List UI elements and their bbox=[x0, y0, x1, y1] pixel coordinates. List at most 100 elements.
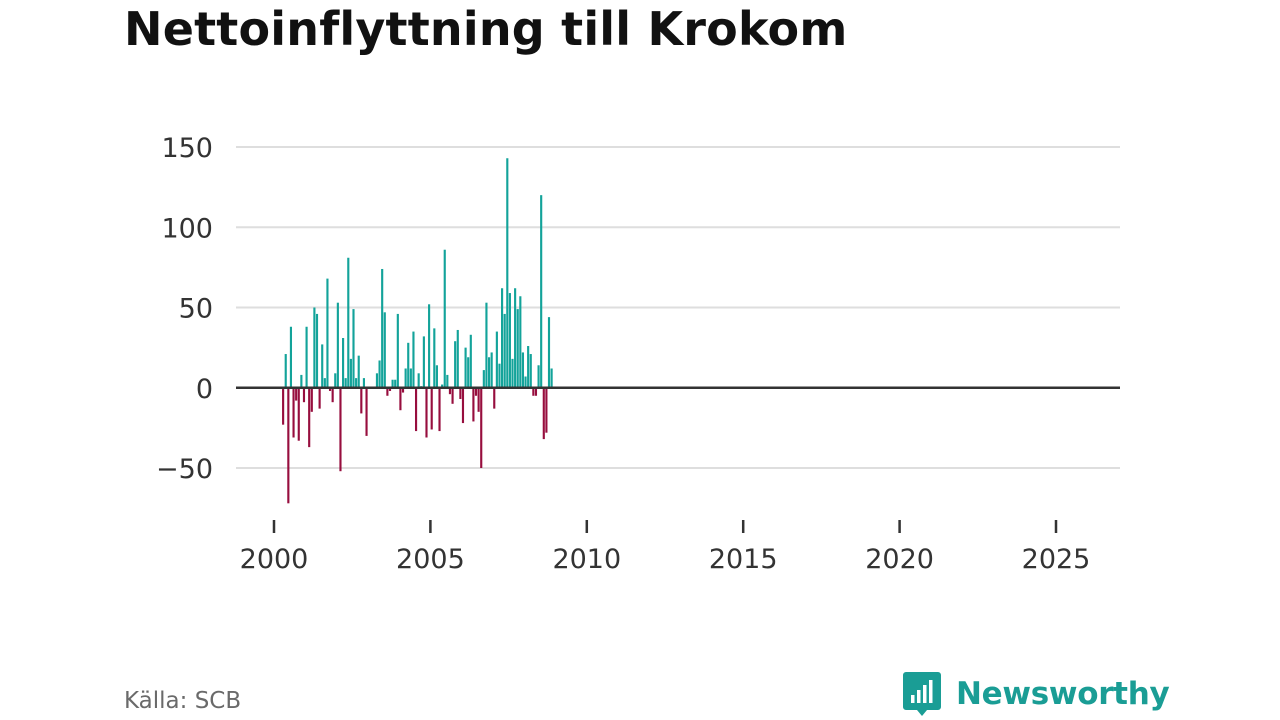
bar bbox=[375, 373, 379, 388]
bar bbox=[352, 309, 355, 388]
bar bbox=[318, 387, 321, 409]
x-tick-label: 2015 bbox=[709, 544, 778, 575]
bar bbox=[456, 329, 459, 388]
bar bbox=[490, 352, 493, 388]
bar bbox=[407, 342, 410, 388]
bar bbox=[323, 378, 326, 388]
bar bbox=[422, 336, 425, 388]
bar bbox=[477, 387, 480, 412]
bar bbox=[300, 374, 303, 388]
bar bbox=[501, 288, 504, 388]
bar bbox=[315, 313, 319, 388]
bar bbox=[388, 387, 392, 391]
bar bbox=[503, 313, 506, 388]
bar bbox=[357, 355, 360, 388]
bar bbox=[344, 378, 347, 388]
bar bbox=[534, 387, 538, 396]
bar bbox=[313, 307, 316, 388]
bar bbox=[326, 278, 329, 388]
y-tick-label: −50 bbox=[156, 454, 213, 485]
bar bbox=[461, 387, 465, 424]
bar bbox=[409, 368, 412, 388]
bar bbox=[321, 344, 324, 388]
bar bbox=[516, 309, 519, 388]
bar bbox=[425, 387, 428, 438]
bar bbox=[287, 387, 290, 504]
y-tick-label: 50 bbox=[179, 294, 213, 325]
y-tick-label: 100 bbox=[161, 213, 213, 244]
newsworthy-logo-icon bbox=[903, 672, 941, 716]
bar bbox=[404, 368, 407, 388]
bar bbox=[417, 373, 420, 388]
bar bbox=[459, 387, 462, 399]
bar bbox=[383, 312, 386, 388]
bar bbox=[295, 387, 298, 401]
bar bbox=[472, 387, 475, 422]
bar bbox=[355, 378, 358, 388]
bar bbox=[386, 387, 389, 396]
bar bbox=[336, 302, 339, 388]
bar bbox=[514, 288, 517, 388]
bar bbox=[378, 360, 381, 388]
bar bbox=[487, 357, 491, 388]
x-tick-label: 2025 bbox=[1022, 544, 1091, 575]
bar bbox=[430, 387, 433, 430]
source-note: Källa: SCB bbox=[124, 688, 242, 714]
bar bbox=[331, 387, 334, 403]
bar bbox=[365, 387, 368, 436]
bar bbox=[339, 387, 342, 472]
bar bbox=[480, 387, 483, 468]
bar bbox=[308, 387, 311, 448]
bar bbox=[529, 354, 532, 388]
bar bbox=[545, 387, 548, 433]
bar bbox=[493, 387, 496, 409]
bar bbox=[542, 387, 545, 440]
bar bbox=[495, 331, 498, 388]
bar bbox=[292, 387, 295, 438]
bar bbox=[443, 249, 446, 388]
x-tick-label: 2005 bbox=[396, 544, 465, 575]
bar bbox=[414, 387, 418, 432]
bar bbox=[498, 363, 501, 388]
bar bbox=[399, 387, 402, 411]
bar bbox=[396, 313, 399, 388]
bar bbox=[310, 387, 313, 412]
bar bbox=[381, 268, 384, 388]
bar bbox=[401, 387, 405, 393]
gridlines bbox=[236, 146, 1120, 469]
bar bbox=[521, 352, 525, 388]
bar bbox=[435, 365, 438, 388]
bar bbox=[297, 387, 300, 441]
newsworthy-logo[interactable]: Newsworthy bbox=[902, 670, 1170, 718]
bar bbox=[412, 331, 415, 388]
bar bbox=[506, 158, 509, 388]
y-tick-label: 150 bbox=[161, 133, 213, 164]
bar bbox=[467, 357, 470, 388]
bar bbox=[547, 317, 551, 388]
bar bbox=[438, 387, 441, 432]
bar bbox=[347, 257, 350, 388]
bar bbox=[550, 368, 553, 388]
bar bbox=[511, 358, 514, 388]
bar bbox=[527, 346, 530, 388]
bar bbox=[289, 326, 293, 388]
bar bbox=[302, 387, 306, 403]
bar bbox=[482, 370, 485, 388]
bar bbox=[540, 195, 543, 388]
bar bbox=[532, 387, 535, 396]
bar bbox=[334, 373, 337, 388]
bar bbox=[508, 293, 511, 388]
y-tick-label: 0 bbox=[196, 374, 213, 405]
bar bbox=[464, 347, 467, 388]
x-tick-label: 2000 bbox=[240, 544, 309, 575]
bar bbox=[342, 338, 345, 388]
bars bbox=[282, 158, 553, 504]
x-tick-label: 2010 bbox=[552, 544, 621, 575]
bar bbox=[441, 384, 444, 388]
bar bbox=[282, 387, 285, 425]
bar bbox=[454, 341, 457, 388]
bar bbox=[360, 387, 363, 414]
bar bbox=[394, 379, 397, 388]
bar bbox=[362, 378, 365, 388]
